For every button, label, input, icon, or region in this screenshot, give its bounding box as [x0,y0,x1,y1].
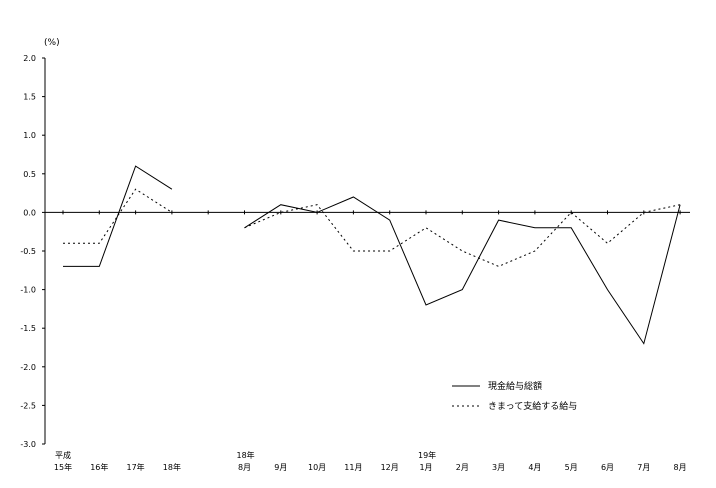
x-tick-label: 5月 [565,463,578,472]
x-tick-label: 9月 [274,463,287,472]
series-line-genkin [244,196,681,345]
axes [42,57,690,445]
x-tick-label: 17年 [127,462,145,472]
x-tick-label: 2月 [456,463,469,472]
x-tick-label: 6月 [601,463,614,472]
x-tick-label: 12月 [381,463,399,472]
x-tick-label: 10月 [308,463,326,472]
y-tick-label: 0.0 [23,208,36,217]
x-tick-label: 4月 [528,463,541,472]
x-tick-label: 8月 [238,463,251,472]
y-tick-label: 1.0 [23,131,36,140]
y-tick-label: -1.0 [20,286,36,295]
x-tick-label: 18年 [163,462,181,472]
y-tick-label: 0.5 [23,170,36,179]
axis-labels: 2.0 1.5 1.0 0.5 0.0 -0.5 -1.0 -1.5 -2.0 -2.5 -3.0 (… [20,38,686,472]
x-tick-label-year: 18年 [237,450,255,460]
series-layer [63,165,681,345]
x-tick-label: 3月 [492,463,505,472]
y-tick-label: -0.5 [20,247,36,256]
legend-label: 現金給与総額 [488,380,542,392]
series-line-genkin [63,165,173,267]
unit-label: (%) [44,38,60,48]
x-tick-label: 8月 [674,463,687,472]
y-tick-label: 1.5 [23,93,36,102]
y-tick-label: -3.0 [20,440,36,449]
x-tick-label: 15年 [54,462,72,472]
x-tick-label-year: 平成 [55,450,71,460]
x-tick-label: 7月 [637,463,650,472]
y-tick-label: -2.0 [20,363,36,372]
x-tick-label: 1月 [419,463,432,472]
legend-label: きまって支給する給与 [488,400,577,412]
y-tick-label: -1.5 [20,324,36,333]
x-tick-label-year: 19年 [418,450,436,460]
x-tick-label: 16年 [90,462,108,472]
y-tick-label: 2.0 [23,54,36,63]
series-line-kimatte [244,204,681,267]
y-tick-label: -2.5 [20,401,36,410]
x-tick-label: 11月 [344,463,362,472]
